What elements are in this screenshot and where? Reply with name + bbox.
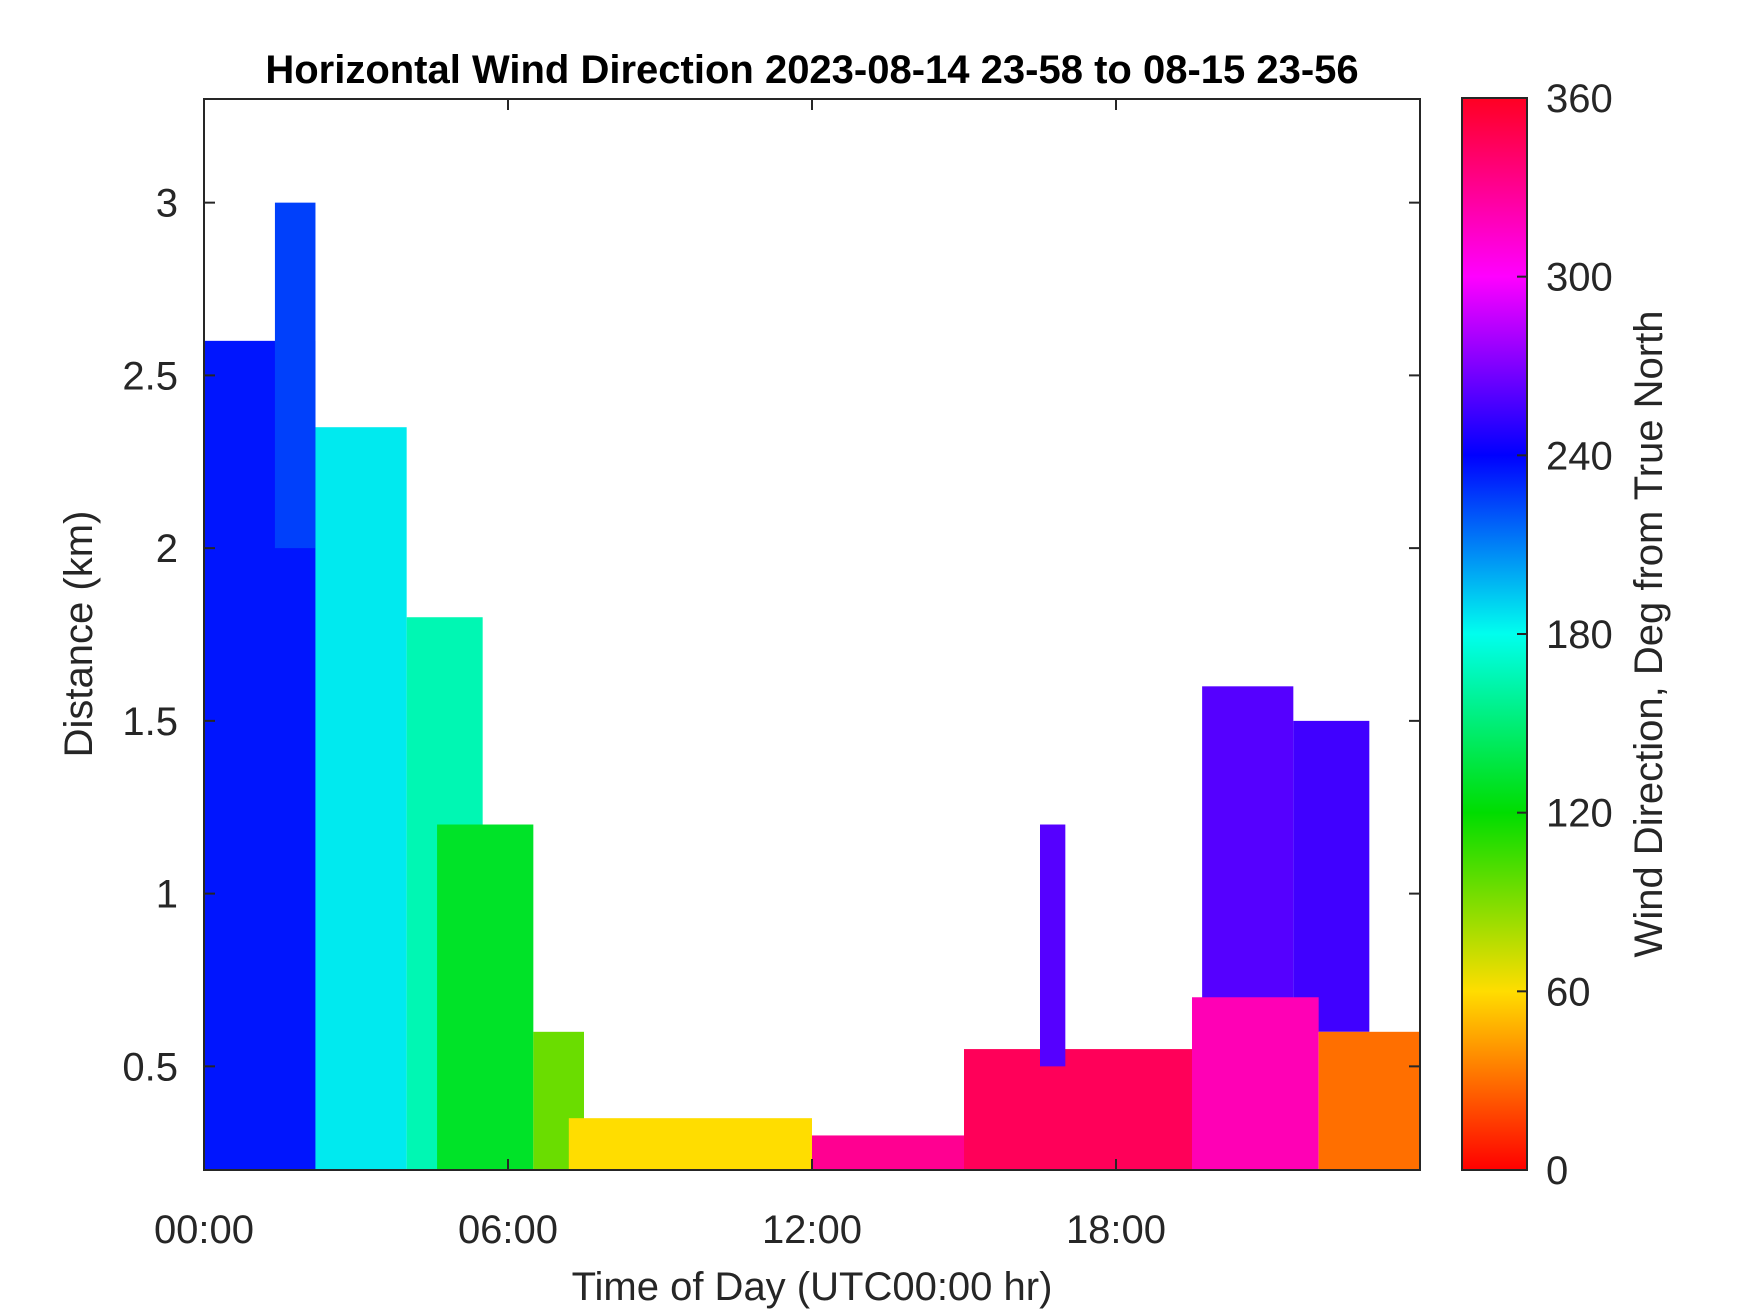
y-tick-label: 1.5 <box>122 700 178 744</box>
heatmap-cell <box>1192 997 1319 1170</box>
colorbar-tick-label: 360 <box>1546 77 1613 121</box>
x-axis-ticks: 00:00 06:00 12:00 18:00 <box>154 99 1166 1252</box>
x-tick-label: 18:00 <box>1066 1208 1166 1252</box>
heatmap-cell <box>274 202 316 549</box>
y-tick-label: 1 <box>156 873 178 917</box>
colorbar-tick-label: 120 <box>1546 792 1613 836</box>
heatmap-cells <box>204 202 1420 1170</box>
colorbar <box>1461 97 1528 1171</box>
chart-title: Horizontal Wind Direction 2023-08-14 23-… <box>265 48 1358 92</box>
x-tick-label: 06:00 <box>458 1208 558 1252</box>
heatmap-cell <box>1318 1031 1420 1170</box>
heatmap-cell <box>1202 686 1294 1032</box>
y-tick-label: 2 <box>156 527 178 571</box>
y-tick-label: 3 <box>156 182 178 226</box>
colorbar-tick-label: 0 <box>1546 1149 1568 1193</box>
x-axis-label: Time of Day (UTC00:00 hr) <box>572 1265 1053 1309</box>
heatmap-cell <box>568 1118 812 1170</box>
y-axis-label: Distance (km) <box>57 511 101 758</box>
y-tick-label: 0.5 <box>122 1045 178 1089</box>
y-axis-ticks: 0.5 1 1.5 2 2.5 3 <box>122 182 1420 1089</box>
colorbar-label: Wind Direction, Deg from True North <box>1627 311 1671 958</box>
colorbar-tick-label: 60 <box>1546 970 1591 1014</box>
colorbar-tick-label: 180 <box>1546 613 1613 657</box>
y-tick-label: 2.5 <box>122 354 178 398</box>
heatmap-cell <box>812 1135 964 1170</box>
heatmap-cell <box>1040 824 1066 1067</box>
heatmap-cell <box>315 427 407 1170</box>
heatmap-cell <box>437 824 534 1170</box>
heatmap-cell <box>1293 720 1370 1032</box>
colorbar-tick-label: 300 <box>1546 256 1613 300</box>
heatmap-cell <box>964 1049 1192 1170</box>
x-tick-label: 12:00 <box>762 1208 862 1252</box>
colorbar-tick-label: 240 <box>1546 434 1613 478</box>
colorbar-ticks: 0 60 120 180 240 300 360 <box>1517 77 1613 1193</box>
x-tick-label: 00:00 <box>154 1208 254 1252</box>
